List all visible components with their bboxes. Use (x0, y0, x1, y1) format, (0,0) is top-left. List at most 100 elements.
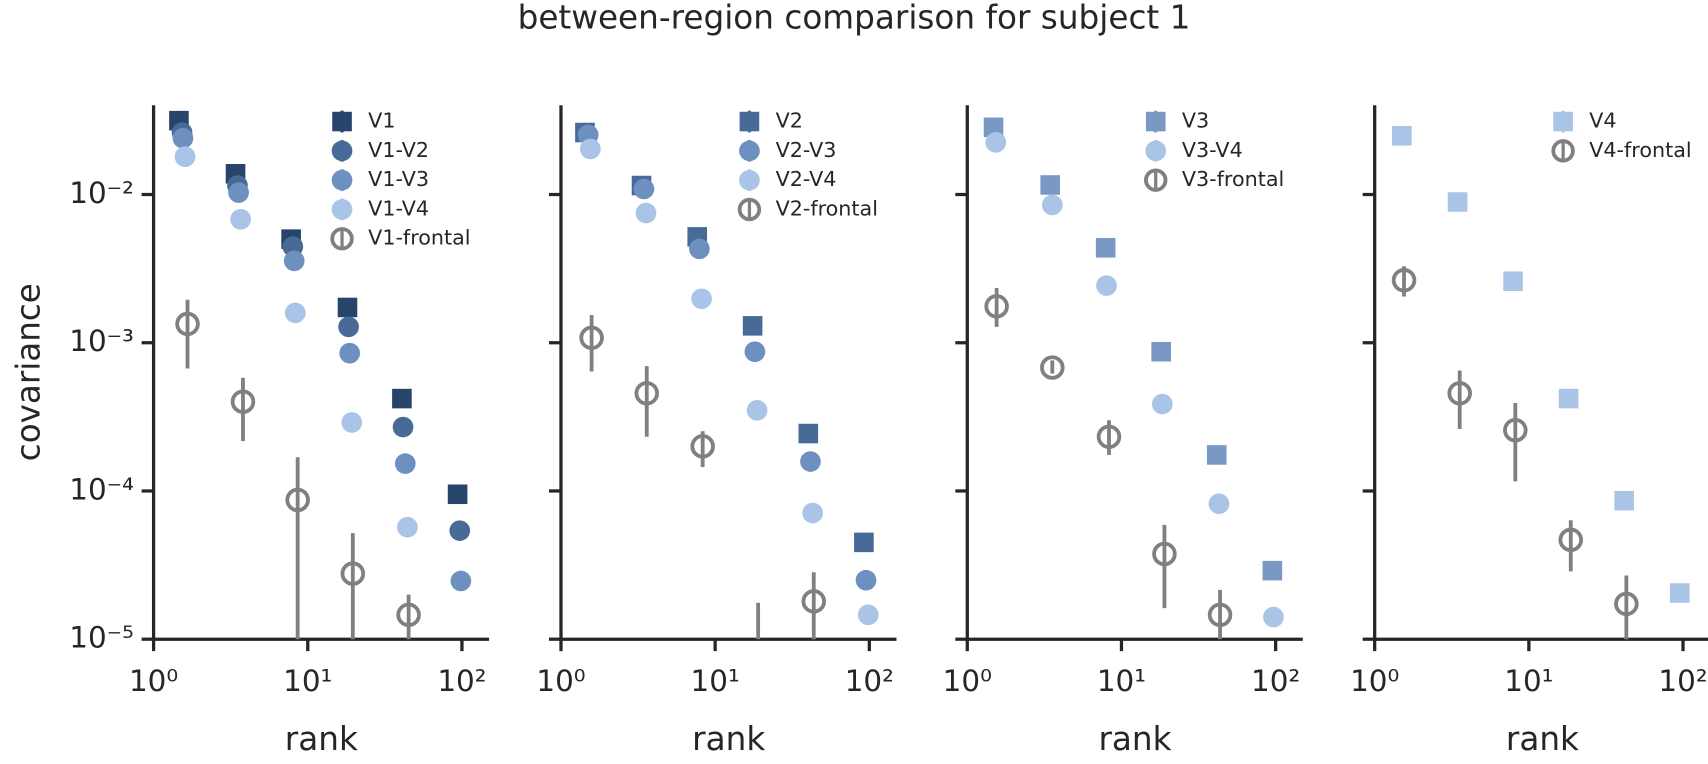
x-axis-label: rank (1098, 720, 1171, 758)
square-marker (1669, 583, 1690, 603)
open-circle-marker (579, 325, 604, 350)
square-marker (1206, 445, 1227, 465)
square-marker (447, 484, 468, 505)
y-tick-label: 10⁻⁵ (69, 621, 134, 655)
legend-label: V2 (776, 109, 803, 133)
square-marker (1558, 388, 1579, 409)
circle-marker (855, 569, 877, 591)
square-marker (1447, 192, 1468, 212)
circle-marker (689, 238, 710, 260)
legend-marker (739, 140, 760, 162)
circle-marker (579, 138, 601, 160)
square-marker (798, 423, 819, 444)
open-circle-marker (1558, 527, 1584, 553)
open-circle-marker (175, 311, 200, 337)
legend-label: V3 (1182, 109, 1209, 133)
square-marker (1392, 126, 1412, 146)
legend-marker (739, 169, 760, 191)
y-axis-label: covariance (9, 283, 47, 461)
x-tick-label: 10² (1658, 664, 1707, 698)
circle-marker (1041, 194, 1063, 216)
square-marker (392, 388, 412, 409)
open-circle-marker (1207, 602, 1233, 628)
legend-marker (331, 140, 353, 162)
legend-marker (330, 227, 354, 251)
circle-marker (341, 412, 363, 433)
legend-label: V1-frontal (368, 226, 470, 250)
open-circle-marker (1503, 417, 1528, 443)
open-circle-marker (1040, 355, 1065, 380)
circle-marker (1151, 393, 1173, 415)
circle-marker (802, 502, 824, 524)
y-tick-label: 10⁻⁴ (69, 473, 134, 507)
x-tick-label: 10⁰ (129, 664, 178, 698)
x-tick-label: 10¹ (283, 664, 332, 698)
legend-label: V2-V3 (776, 138, 837, 162)
legend-marker (1145, 111, 1166, 132)
legend-label: V3-V4 (1182, 138, 1243, 162)
open-circle-marker (230, 389, 256, 414)
square-marker (1151, 341, 1171, 362)
open-circle-marker (285, 487, 310, 513)
legend-label: V3-frontal (1182, 167, 1284, 191)
circle-marker (338, 316, 359, 338)
circle-marker (746, 400, 768, 421)
x-tick-label: 10¹ (1097, 664, 1146, 698)
circle-marker (857, 604, 879, 626)
legend-label: V2-V4 (776, 167, 837, 191)
x-tick-label: 10¹ (691, 664, 740, 698)
open-circle-marker (1447, 381, 1472, 406)
open-circle-marker (396, 602, 421, 628)
legend-label: V4-frontal (1589, 138, 1691, 162)
open-circle-marker (801, 589, 827, 614)
circle-marker (800, 451, 821, 472)
circle-marker (1096, 275, 1117, 296)
legend-label: V1-V2 (368, 138, 429, 162)
circle-marker (1263, 606, 1284, 628)
open-circle-marker (984, 294, 1009, 319)
circle-marker (691, 288, 712, 310)
circle-marker (985, 131, 1007, 153)
x-axis-label: rank (1506, 720, 1579, 758)
square-marker (337, 297, 358, 318)
legend-marker (737, 197, 762, 222)
circle-marker (339, 342, 361, 364)
circle-marker (228, 182, 249, 203)
square-marker (1503, 271, 1523, 291)
open-circle-marker (1614, 591, 1639, 617)
square-marker (983, 117, 1004, 138)
legend-label: V1-V4 (368, 196, 429, 220)
x-axis-label: rank (692, 720, 765, 758)
circle-marker (744, 341, 766, 363)
circle-marker (635, 202, 657, 224)
legend-label: V2-frontal (776, 196, 878, 220)
square-marker (854, 532, 874, 553)
legend-marker (739, 111, 760, 132)
legend-label: V4 (1589, 109, 1616, 133)
legend-marker (1145, 140, 1167, 162)
legend-marker (331, 199, 353, 220)
circle-marker (633, 178, 655, 200)
circle-marker (230, 209, 251, 230)
circle-marker (172, 127, 194, 149)
circle-marker (449, 520, 471, 541)
square-marker (1040, 175, 1061, 195)
square-marker (1095, 238, 1116, 258)
x-tick-label: 10⁰ (943, 664, 992, 698)
circle-marker (392, 416, 414, 438)
square-marker (742, 316, 763, 336)
open-circle-marker (340, 561, 366, 586)
open-circle-marker (690, 434, 715, 459)
legend-marker (331, 169, 353, 191)
y-tick-label: 10⁻³ (69, 324, 134, 358)
circle-marker (284, 302, 306, 324)
x-tick-label: 10² (437, 664, 486, 698)
legend-label: V1 (368, 109, 395, 133)
x-axis-label: rank (285, 720, 358, 758)
legend-marker (1144, 168, 1168, 192)
legend-marker (1551, 139, 1575, 163)
open-circle-marker (634, 381, 660, 406)
circle-marker (450, 570, 472, 592)
x-tick-label: 10⁰ (1350, 664, 1399, 698)
